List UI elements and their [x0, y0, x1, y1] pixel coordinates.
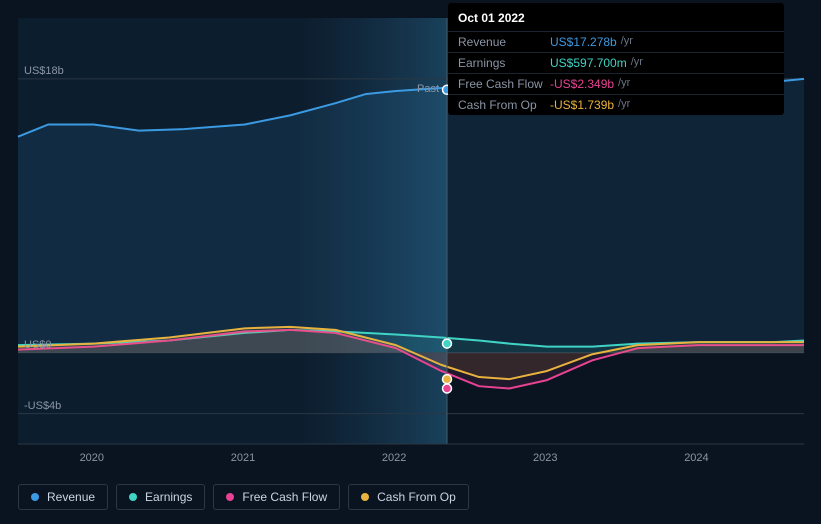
tooltip-row-suffix: /yr: [618, 77, 630, 91]
tooltip-row-label: Earnings: [458, 56, 550, 70]
legend-item-fcf[interactable]: Free Cash Flow: [213, 484, 340, 510]
tooltip-row-value: -US$1.739b: [550, 98, 614, 112]
past-label: Past: [417, 83, 439, 95]
legend-item-cfo[interactable]: Cash From Op: [348, 484, 469, 510]
tooltip-row-suffix: /yr: [618, 98, 630, 112]
x-tick-label: 2021: [231, 452, 255, 464]
tooltip-row: RevenueUS$17.278b/yr: [448, 31, 784, 52]
tooltip-row-value: US$597.700m: [550, 56, 627, 70]
tooltip-row: Free Cash Flow-US$2.349b/yr: [448, 73, 784, 94]
legend-label: Free Cash Flow: [242, 490, 327, 504]
tooltip-row-label: Free Cash Flow: [458, 77, 550, 91]
tooltip-row-value: US$17.278b: [550, 35, 617, 49]
tooltip-row: Cash From Op-US$1.739b/yr: [448, 94, 784, 115]
tooltip-row-label: Revenue: [458, 35, 550, 49]
tooltip-row: EarningsUS$597.700m/yr: [448, 52, 784, 73]
x-tick-label: 2024: [684, 452, 708, 464]
tooltip-row-suffix: /yr: [631, 56, 643, 70]
legend-dot-icon: [129, 493, 137, 501]
legend-label: Cash From Op: [377, 490, 456, 504]
legend-label: Revenue: [47, 490, 95, 504]
tooltip-date: Oct 01 2022: [448, 3, 784, 31]
tooltip-row-suffix: /yr: [621, 35, 633, 49]
legend-dot-icon: [361, 493, 369, 501]
x-tick-label: 2023: [533, 452, 557, 464]
chart-legend: Revenue Earnings Free Cash Flow Cash From O…: [18, 484, 469, 510]
x-tick-label: 2020: [80, 452, 104, 464]
tooltip-row-label: Cash From Op: [458, 98, 550, 112]
legend-dot-icon: [226, 493, 234, 501]
legend-dot-icon: [31, 493, 39, 501]
y-tick-label: US$18b: [24, 65, 64, 77]
legend-item-earnings[interactable]: Earnings: [116, 484, 205, 510]
chart-tooltip: Oct 01 2022 RevenueUS$17.278b/yrEarnings…: [448, 3, 784, 115]
x-tick-label: 2022: [382, 452, 406, 464]
legend-item-revenue[interactable]: Revenue: [18, 484, 108, 510]
y-tick-label: US$0: [24, 339, 52, 351]
legend-label: Earnings: [145, 490, 192, 504]
tooltip-row-value: -US$2.349b: [550, 77, 614, 91]
y-tick-label: -US$4b: [24, 400, 61, 412]
